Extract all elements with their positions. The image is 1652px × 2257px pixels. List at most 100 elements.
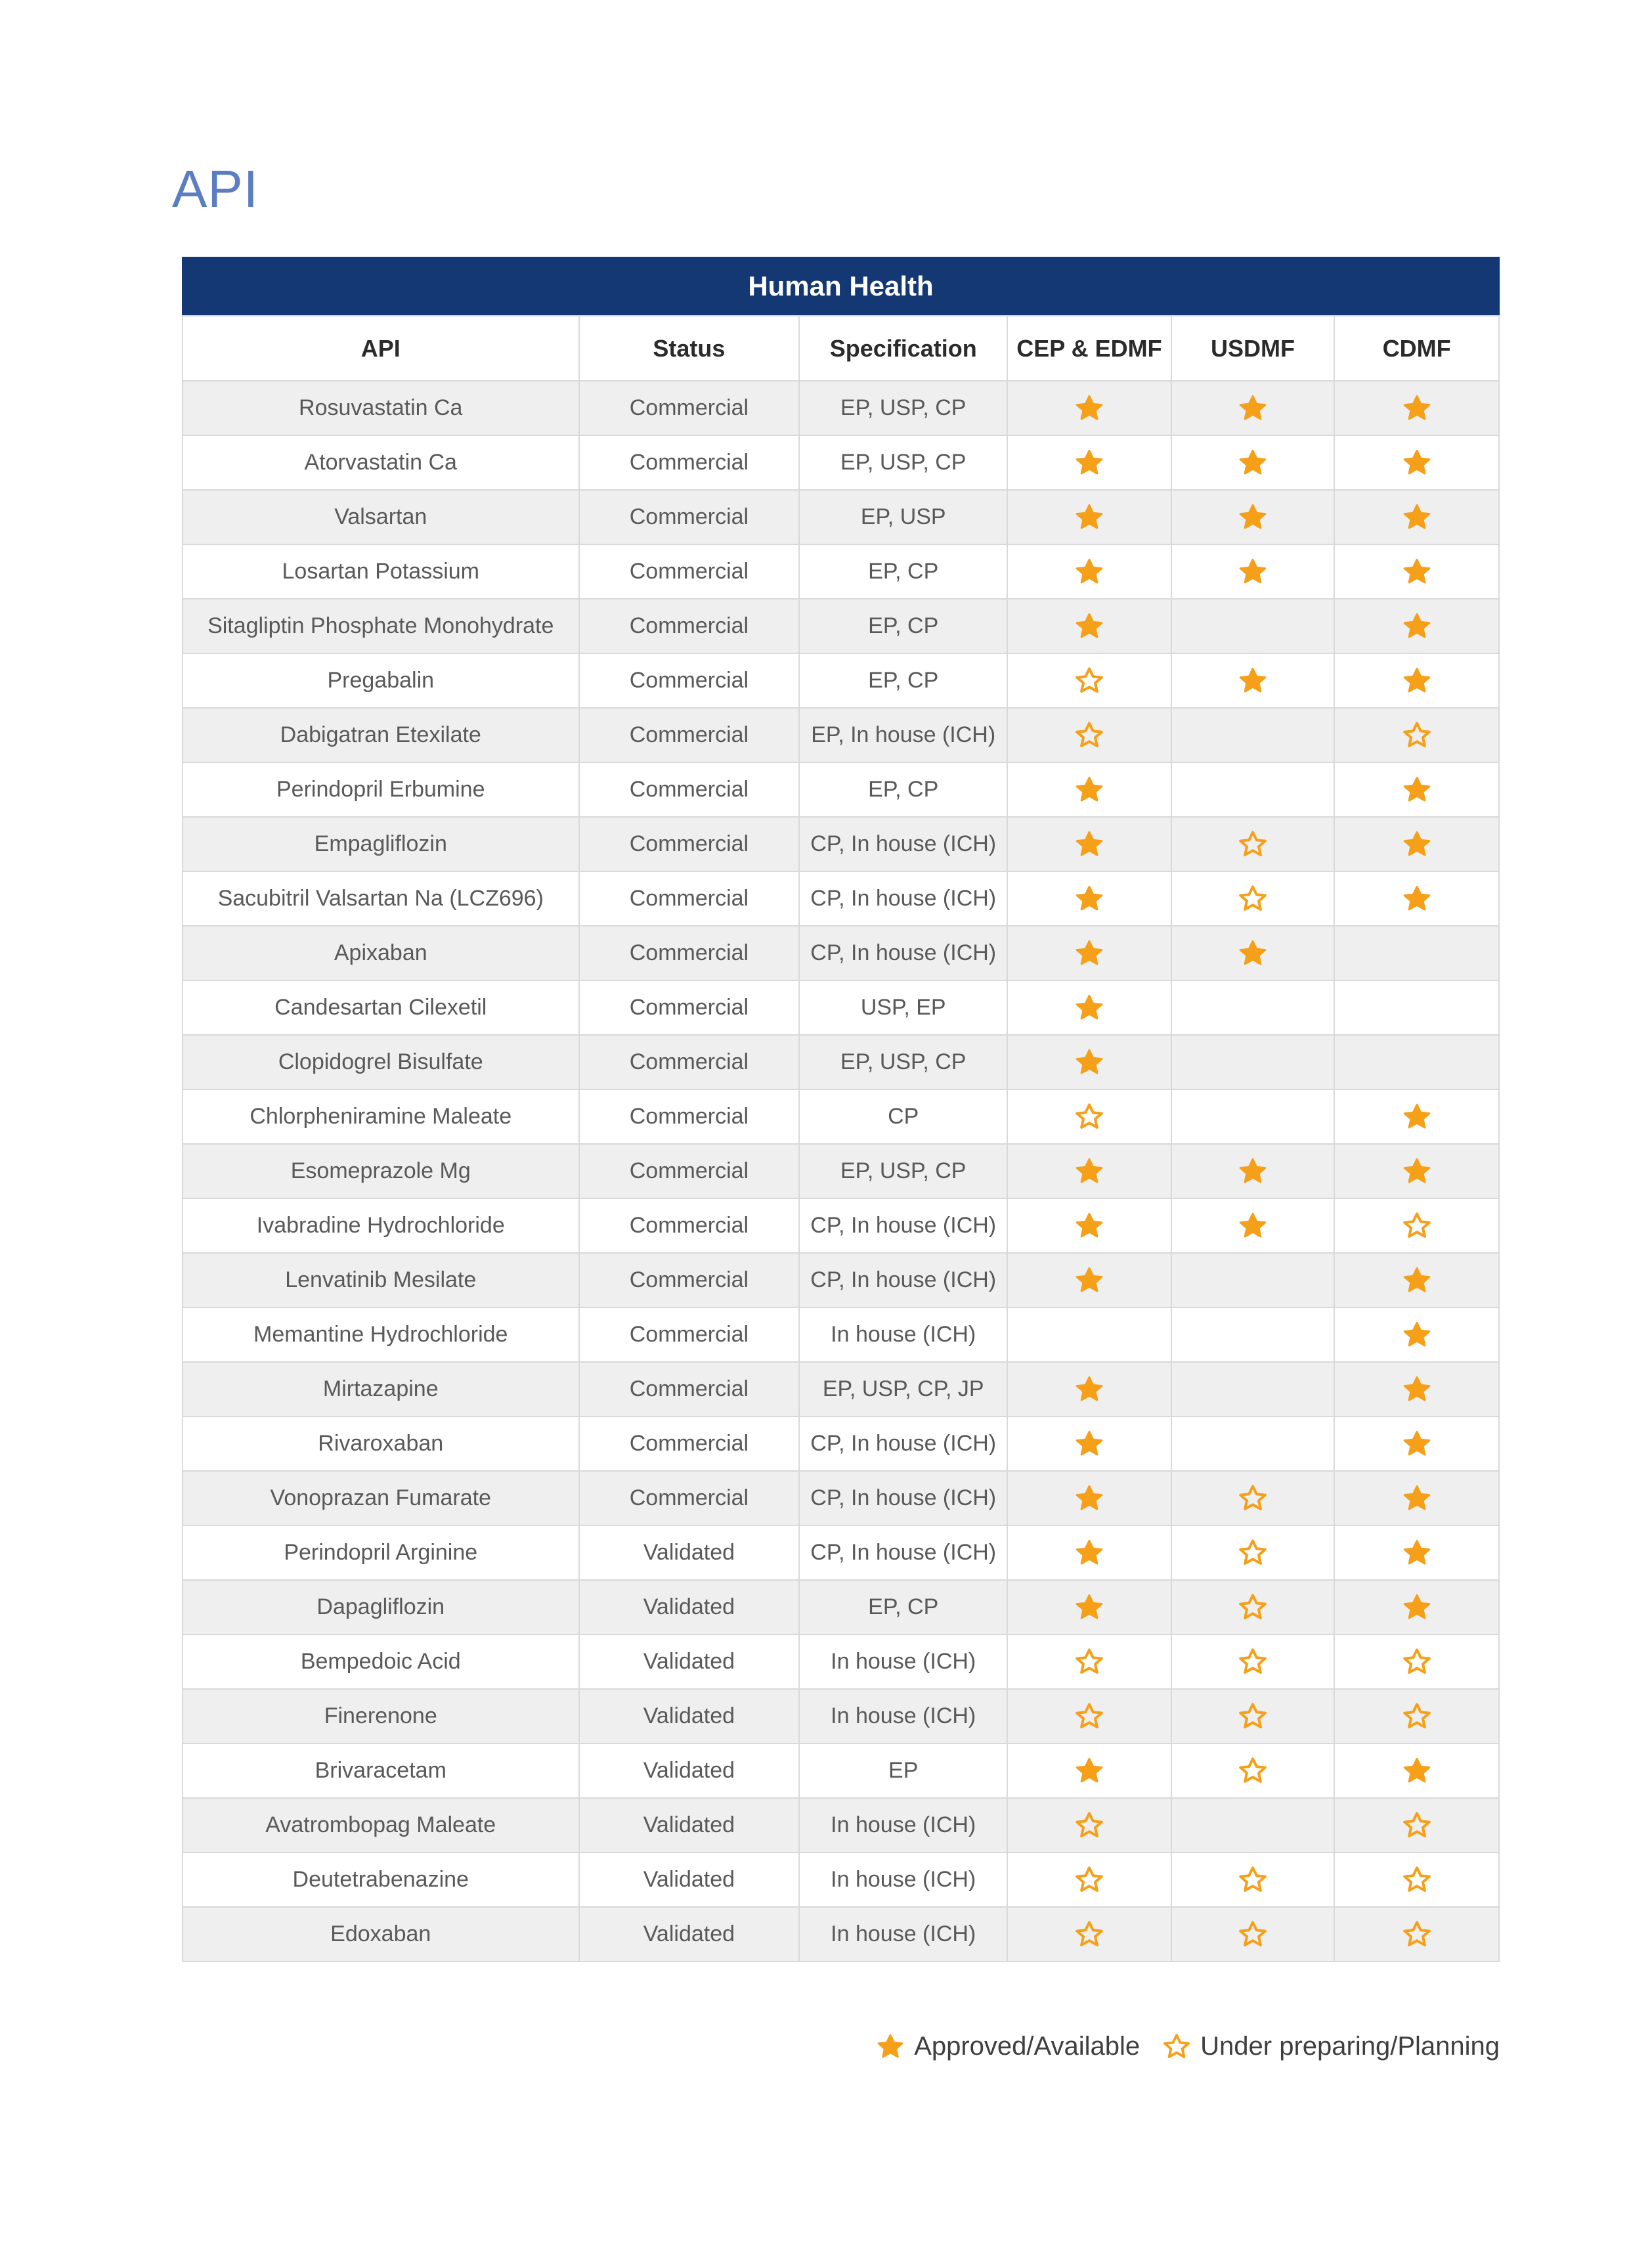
cdmf-star-cell [1334,1361,1500,1417]
star-filled-icon [1076,1430,1103,1455]
table-row: Rosuvastatin Ca Commercial EP, USP, CP [182,380,1500,436]
usdmf-star-cell [1170,1525,1336,1581]
usdmf-star-cell [1170,1470,1336,1526]
api-cell: Apixaban [182,925,580,981]
table-row: Perindopril Arginine Validated CP, In hous… [182,1525,1500,1581]
star-filled-icon [1403,558,1430,583]
specification-cell: EP, In house (ICH) [798,707,1009,763]
star-filled-icon [1239,449,1267,474]
star-filled-icon [1076,776,1103,801]
cdmf-star-cell [1334,1525,1500,1581]
usdmf-star-cell [1170,1579,1336,1635]
usdmf-star-cell [1170,1852,1336,1908]
star-outline-icon [1163,2033,1190,2058]
specification-cell: CP, In house (ICH) [798,1198,1009,1254]
cdmf-star-cell [1334,489,1500,545]
status-cell: Commercial [578,925,800,981]
cep-edmf-star-cell [1007,1797,1172,1853]
specification-cell: CP, In house (ICH) [798,1525,1009,1581]
api-table: API Status Specification CEP & EDMF USDMF CDM… [182,315,1500,1962]
status-cell: Commercial [578,816,800,872]
specification-cell: In house (ICH) [798,1307,1009,1363]
cep-edmf-star-cell [1007,435,1172,491]
cdmf-star-cell [1334,1307,1500,1363]
status-cell: Validated [578,1797,800,1853]
page-title: API [172,160,259,218]
usdmf-star-cell [1170,1797,1336,1853]
cep-edmf-star-cell [1007,489,1172,545]
status-cell: Commercial [578,1307,800,1363]
star-filled-icon [1403,449,1430,474]
star-outline-icon [1239,1920,1267,1946]
cdmf-star-cell [1334,1198,1500,1254]
cdmf-star-cell [1334,1034,1500,1090]
api-cell: Perindopril Arginine [182,1525,580,1581]
specification-cell: In house (ICH) [798,1634,1009,1690]
usdmf-star-cell [1170,544,1336,600]
column-header-cdmf: CDMF [1334,315,1500,382]
star-outline-icon [1239,1866,1267,1892]
cep-edmf-star-cell [1007,1416,1172,1472]
usdmf-star-cell [1170,1906,1336,1962]
star-filled-icon [1076,1158,1103,1183]
cdmf-star-cell [1334,816,1500,872]
star-filled-icon [1076,1594,1103,1619]
star-outline-icon [1402,1212,1431,1238]
star-filled-icon [1076,885,1103,910]
usdmf-star-cell [1170,1307,1336,1363]
specification-cell: CP, In house (ICH) [798,1470,1009,1526]
cep-edmf-star-cell [1007,1470,1172,1526]
table-row: Vonoprazan Fumarate Commercial CP, In hous… [182,1470,1500,1526]
star-filled-icon [1403,1158,1430,1183]
cep-edmf-star-cell [1007,1852,1172,1908]
star-filled-icon [1239,1212,1267,1237]
star-outline-icon [1076,721,1103,747]
api-cell: Chlorpheniramine Maleate [182,1089,580,1145]
specification-cell: CP [798,1089,1009,1145]
table-row: Edoxaban Validated In house (ICH) [182,1906,1500,1962]
usdmf-star-cell [1170,1688,1336,1744]
table-row: Dabigatran Etexilate Commercial EP, In hou… [182,707,1500,763]
cep-edmf-star-cell [1007,1634,1172,1690]
cep-edmf-star-cell [1007,1525,1172,1581]
status-cell: Commercial [578,380,800,436]
legend: Approved/Available Under preparing/Plann… [182,2032,1500,2061]
star-outline-icon [1239,885,1267,911]
usdmf-star-cell [1170,1743,1336,1799]
star-filled-icon [1076,1376,1103,1401]
usdmf-star-cell [1170,380,1336,436]
star-filled-icon [1076,1212,1103,1237]
star-filled-icon [1076,395,1103,420]
api-cell: Dabigatran Etexilate [182,707,580,763]
star-outline-icon [1239,1484,1267,1510]
usdmf-star-cell [1170,871,1336,927]
status-cell: Commercial [578,1089,800,1145]
status-cell: Commercial [578,762,800,818]
api-cell: Ivabradine Hydrochloride [182,1198,580,1254]
star-outline-icon [1076,667,1103,693]
table-row: Brivaracetam Validated EP [182,1743,1500,1799]
cdmf-star-cell [1334,380,1500,436]
star-filled-icon [1239,558,1267,583]
table-banner: Human Health [182,257,1500,315]
cep-edmf-star-cell [1007,653,1172,709]
status-cell: Validated [578,1579,800,1635]
star-filled-icon [1403,831,1430,856]
usdmf-star-cell [1170,598,1336,654]
usdmf-star-cell [1170,1634,1336,1690]
column-header-cep-edmf: CEP & EDMF [1007,315,1172,382]
star-filled-icon [1403,885,1430,910]
table-row: Empagliflozin Commercial CP, In house (ICH… [182,816,1500,872]
status-cell: Commercial [578,1470,800,1526]
star-outline-icon [1239,1648,1267,1674]
specification-cell: In house (ICH) [798,1688,1009,1744]
status-cell: Commercial [578,1416,800,1472]
specification-cell: In house (ICH) [798,1852,1009,1908]
api-cell: Memantine Hydrochloride [182,1307,580,1363]
star-filled-icon [1076,1049,1103,1074]
specification-cell: EP, CP [798,653,1009,709]
table-head: API Status Specification CEP & EDMF USDMF CDM… [182,315,1500,382]
specification-cell: EP, USP, CP, JP [798,1361,1009,1417]
table-body: Rosuvastatin Ca Commercial EP, USP, CP Ator… [182,380,1500,1962]
